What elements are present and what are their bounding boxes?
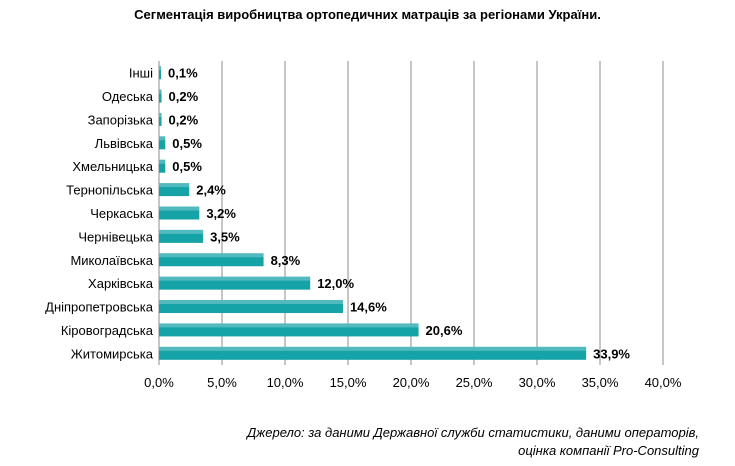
chart-title: Сегментація виробництва ортопедичних мат… — [134, 7, 601, 22]
bar — [159, 253, 264, 267]
category-label: Тернопільська — [66, 183, 154, 198]
data-label: 0,5% — [172, 136, 202, 151]
x-tick-label: 40,0% — [645, 375, 682, 390]
x-tick-label: 20,0% — [393, 375, 430, 390]
category-label: Дніпропетровська — [45, 300, 154, 315]
data-label: 14,6% — [350, 300, 387, 315]
data-label: 0,2% — [169, 89, 199, 104]
bar — [159, 346, 587, 360]
category-label: Черкаська — [90, 206, 154, 221]
source-note: Джерело: за даними Державної служби стат… — [247, 424, 699, 460]
bar-highlight — [159, 253, 264, 258]
bar-highlight — [159, 323, 419, 328]
bar — [159, 276, 311, 290]
bar — [159, 66, 161, 80]
data-label: 2,4% — [196, 183, 226, 198]
category-label: Чернівецька — [78, 229, 153, 244]
x-tick-label: 25,0% — [456, 375, 493, 390]
bar — [159, 112, 162, 126]
data-label: 0,1% — [168, 66, 198, 81]
bar-highlight — [159, 136, 166, 141]
data-label: 33,9% — [593, 346, 630, 361]
bar — [159, 229, 204, 243]
data-label: 8,3% — [271, 253, 301, 268]
bar — [159, 136, 166, 150]
data-label: 0,5% — [172, 159, 202, 174]
bar-highlight — [159, 112, 162, 117]
bar-highlight — [159, 206, 200, 211]
x-tick-label: 15,0% — [330, 375, 367, 390]
category-label: Житомирська — [71, 346, 154, 361]
bar — [159, 159, 166, 173]
bar — [159, 89, 162, 103]
category-label: Одеська — [102, 89, 154, 104]
category-label: Харківська — [88, 276, 154, 291]
bar-highlight — [159, 229, 204, 234]
source-line-1: Джерело: за даними Державної служби стат… — [247, 425, 699, 440]
category-label: Хмельницька — [72, 159, 153, 174]
bar-highlight — [159, 159, 166, 164]
bar-highlight — [159, 300, 343, 305]
category-label: Інші — [129, 66, 153, 81]
category-label: Миколаївська — [70, 253, 153, 268]
x-tick-label: 5,0% — [207, 375, 237, 390]
x-tick-label: 30,0% — [519, 375, 556, 390]
bar-highlight — [159, 66, 161, 71]
x-tick-label: 10,0% — [267, 375, 304, 390]
data-label: 12,0% — [317, 276, 354, 291]
category-label: Кіровоградська — [61, 323, 154, 338]
bar-highlight — [159, 346, 587, 351]
bar-highlight — [159, 276, 311, 281]
x-tick-label: 0,0% — [144, 375, 174, 390]
bar — [159, 206, 200, 220]
data-label: 3,2% — [206, 206, 236, 221]
category-label: Львівська — [95, 136, 154, 151]
bar-highlight — [159, 89, 162, 94]
bar — [159, 323, 419, 337]
x-tick-label: 35,0% — [582, 375, 619, 390]
data-label: 0,2% — [169, 112, 199, 127]
category-label: Запорізька — [88, 112, 154, 127]
bar — [159, 300, 343, 314]
data-label: 20,6% — [426, 323, 463, 338]
bar-highlight — [159, 183, 190, 188]
data-label: 3,5% — [210, 229, 240, 244]
bar — [159, 183, 190, 197]
source-line-2: оцінка компанії Pro-Consulting — [518, 443, 699, 458]
